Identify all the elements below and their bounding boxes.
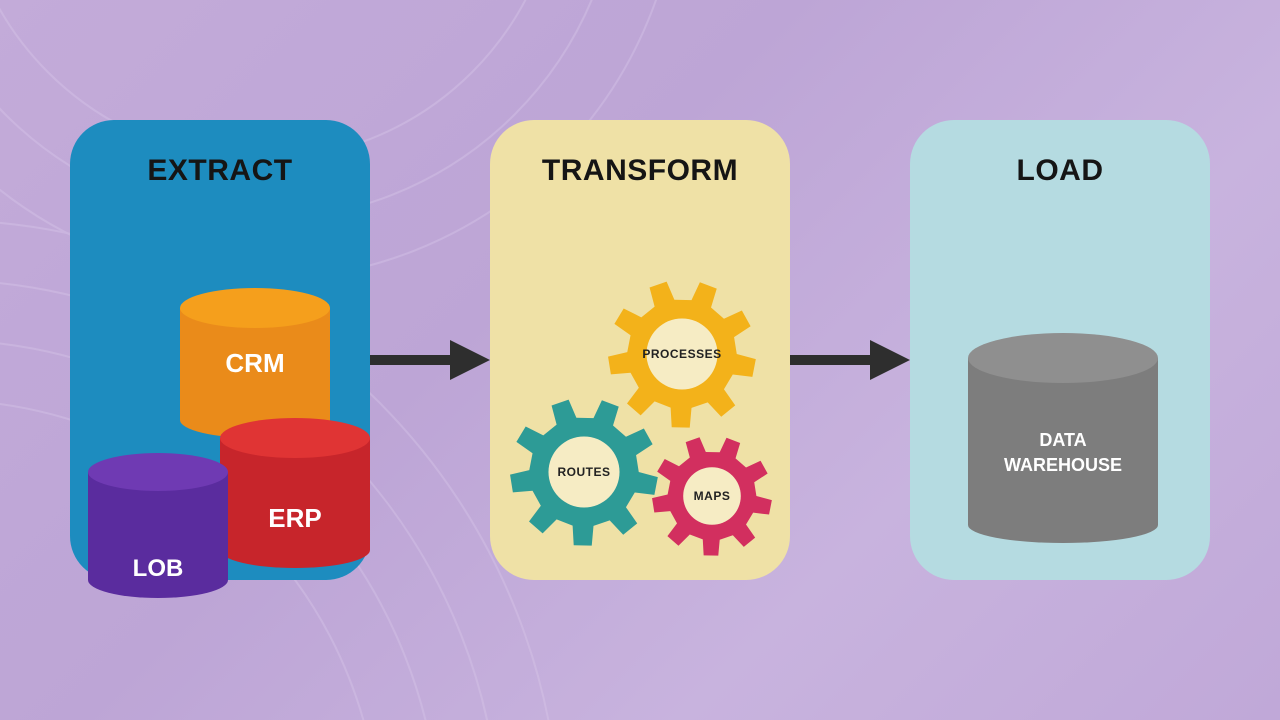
cylinder-data-warehouse: DATA WAREHOUSE <box>968 333 1158 543</box>
cylinder-crm: CRM <box>180 288 330 438</box>
panel-transform: TRANSFORM PROCESSES ROUTES MAPS <box>490 120 790 580</box>
cylinder-crm-label: CRM <box>180 348 330 379</box>
dw-line2: WAREHOUSE <box>1004 455 1122 475</box>
panel-transform-content: PROCESSES ROUTES MAPS <box>490 188 790 544</box>
cylinder-lob: LOB <box>88 453 228 598</box>
gear-maps: MAPS <box>652 436 772 556</box>
etl-diagram: EXTRACT CRM ERP LOB TRANSFORM PROCESSES <box>0 0 1280 720</box>
panel-load-title: LOAD <box>910 154 1210 188</box>
panel-extract-content: CRM ERP LOB <box>70 188 370 544</box>
dw-line1: DATA <box>1039 430 1086 450</box>
panel-transform-title: TRANSFORM <box>490 154 790 188</box>
cylinder-erp: ERP <box>220 418 370 568</box>
panel-extract-title: EXTRACT <box>70 154 370 188</box>
arrow-extract-to-transform <box>370 335 490 385</box>
panel-extract: EXTRACT CRM ERP LOB <box>70 120 370 580</box>
cylinder-data-warehouse-label: DATA WAREHOUSE <box>968 428 1158 478</box>
arrow-transform-to-load <box>790 335 910 385</box>
gear-processes-label: PROCESSES <box>608 347 756 361</box>
cylinder-erp-label: ERP <box>220 503 370 534</box>
gear-routes-label: ROUTES <box>510 465 658 479</box>
panel-load: LOAD DATA WAREHOUSE <box>910 120 1210 580</box>
gear-maps-label: MAPS <box>652 489 772 503</box>
cylinder-lob-label: LOB <box>88 555 228 583</box>
panel-load-content: DATA WAREHOUSE <box>910 188 1210 544</box>
gear-routes: ROUTES <box>510 398 658 546</box>
